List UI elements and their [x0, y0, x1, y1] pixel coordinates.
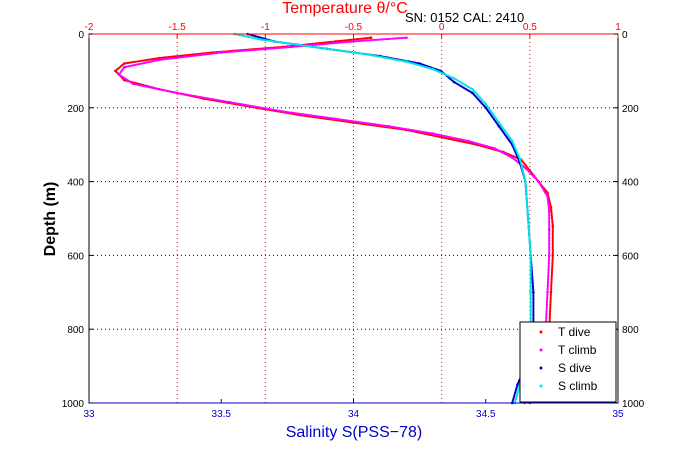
axis-ticks: -2 -1.5 -1 -0.5 0 0.5 1 33 33.5 34 34.5 35 0 0 200 200 4…	[62, 22, 645, 420]
annotation-text: SN: 0152 CAL: 2410	[405, 10, 524, 25]
data-point	[405, 36, 408, 39]
data-point	[547, 228, 551, 231]
data-point	[405, 60, 408, 63]
bottom-tick-label: 33.5	[212, 409, 232, 420]
data-point	[471, 88, 474, 91]
data-point	[158, 56, 161, 60]
bottom-tick-label: 33	[83, 409, 95, 420]
left-tick-label: 0	[78, 30, 84, 41]
data-point	[546, 195, 549, 198]
data-point	[290, 45, 294, 49]
data-point	[532, 291, 535, 294]
left-tick-label: 800	[67, 325, 84, 336]
bottom-tick-label: 34	[348, 409, 360, 420]
data-point	[175, 91, 179, 95]
right-tick-label: 600	[622, 251, 639, 262]
data-point	[529, 254, 532, 257]
top-tick-label: -1.5	[169, 22, 187, 33]
legend-label: S climb	[558, 379, 598, 393]
data-point	[510, 139, 514, 143]
data-point	[471, 91, 474, 95]
legend: T dive T climb S dive S climb	[519, 321, 617, 403]
data-point	[431, 132, 435, 135]
legend-label: T dive	[558, 325, 591, 339]
bottom-axis-label: Salinity S(PSS−78)	[286, 424, 423, 441]
top-tick-label: 0	[439, 22, 445, 33]
data-point	[312, 45, 316, 49]
top-tick-label: 0.5	[523, 22, 537, 33]
data-point	[123, 65, 126, 69]
data-point	[526, 217, 530, 220]
bottom-tick-label: 35	[612, 409, 624, 420]
data-point	[131, 82, 135, 86]
data-point	[497, 121, 501, 124]
data-point	[537, 180, 540, 183]
data-point	[452, 77, 456, 80]
data-point	[352, 40, 355, 43]
data-point	[114, 69, 117, 73]
y-axis-label: Depth (m)	[42, 182, 59, 257]
data-point	[493, 147, 496, 150]
data-point	[365, 53, 369, 56]
data-point	[546, 191, 549, 194]
left-tick-label: 600	[67, 251, 84, 262]
data-point	[466, 139, 470, 143]
legend-marker	[539, 384, 543, 388]
data-point	[123, 62, 126, 65]
data-point	[369, 36, 373, 39]
data-point	[418, 62, 421, 65]
data-point	[549, 291, 553, 294]
right-tick-label: 0	[622, 30, 628, 41]
data-point	[281, 110, 285, 113]
legend-marker	[539, 330, 543, 334]
data-point	[452, 80, 456, 84]
data-point	[431, 67, 435, 71]
left-tick-label: 400	[67, 178, 84, 189]
bottom-tick-label: 34.5	[476, 409, 496, 420]
legend-label: S dive	[558, 361, 592, 375]
top-tick-label: -2	[85, 22, 94, 33]
top-tick-label: -1	[261, 22, 270, 33]
data-point	[440, 136, 444, 139]
legend-marker	[539, 348, 543, 352]
data-point	[529, 291, 532, 294]
legend-label: T climb	[558, 343, 597, 357]
data-point	[228, 101, 232, 104]
data-point	[516, 383, 519, 386]
data-point	[259, 38, 263, 41]
data-point	[546, 291, 549, 294]
legend-box	[519, 321, 617, 403]
data-point	[484, 102, 488, 106]
top-axis-label: Temperature θ/°C	[282, 0, 408, 17]
data-point	[547, 209, 551, 213]
right-tick-label: 1000	[622, 399, 645, 410]
data-point	[551, 224, 555, 228]
legend-marker	[539, 366, 543, 370]
data-point	[220, 51, 223, 54]
left-tick-label: 200	[67, 104, 84, 115]
data-point	[484, 106, 488, 110]
data-point	[334, 117, 338, 121]
data-point	[547, 254, 551, 257]
data-point	[525, 167, 528, 170]
top-tick-label: -0.5	[345, 22, 363, 33]
data-point	[497, 125, 501, 128]
series-trace	[113, 36, 554, 404]
data-point	[549, 206, 553, 209]
data-point	[158, 58, 161, 62]
top-tick-label: 1	[615, 22, 621, 33]
data-point	[551, 254, 555, 257]
right-tick-label: 800	[622, 325, 639, 336]
left-tick-label: 1000	[62, 399, 85, 410]
data-point	[518, 158, 522, 161]
data-point	[510, 156, 514, 159]
data-point	[117, 73, 121, 76]
data-point	[524, 180, 527, 183]
right-tick-label: 400	[622, 178, 639, 189]
right-tick-label: 200	[622, 104, 639, 115]
data-point	[387, 125, 391, 128]
